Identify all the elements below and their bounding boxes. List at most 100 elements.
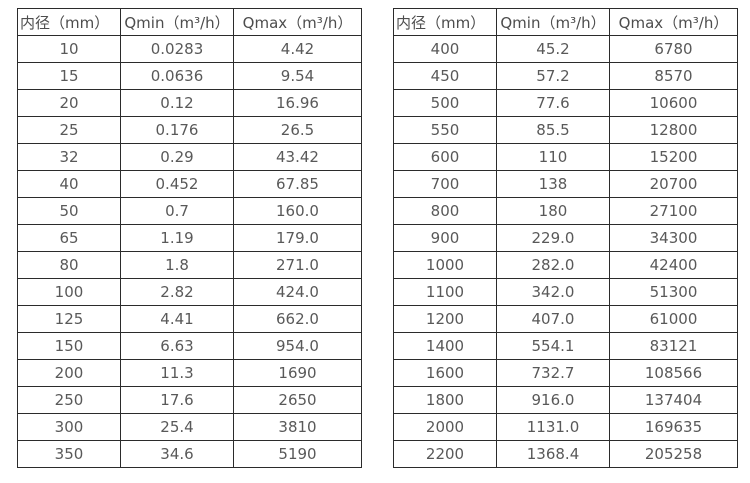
table-cell: 51300 [609, 278, 738, 306]
table-row: 600 110 15200 [393, 143, 738, 171]
table-cell: 0.7 [120, 197, 234, 225]
table-cell: 11.3 [120, 359, 234, 387]
table-row: 125 4.41 662.0 [17, 305, 362, 333]
table-cell: 15200 [609, 143, 738, 171]
table-row: 25 0.176 26.5 [17, 116, 362, 144]
table-cell: 9.54 [233, 62, 362, 90]
table-cell: 1368.4 [496, 440, 610, 468]
table-cell: 169635 [609, 413, 738, 441]
table-cell: 0.452 [120, 170, 234, 198]
table-cell: 100 [17, 278, 121, 306]
table-cell: 0.12 [120, 89, 234, 117]
table-cell: 350 [17, 440, 121, 468]
table-cell: 137404 [609, 386, 738, 414]
table-cell: 900 [393, 224, 497, 252]
table-cell: 42400 [609, 251, 738, 279]
table-row: 1000 282.0 42400 [393, 251, 738, 279]
table-cell: 732.7 [496, 359, 610, 387]
table-cell: 80 [17, 251, 121, 279]
table-cell: 1.19 [120, 224, 234, 252]
table-row: 2200 1368.4 205258 [393, 440, 738, 468]
table-row: 200 11.3 1690 [17, 359, 362, 387]
header-row: 内径（mm） Qmin（m³/h） Qmax（m³/h） [17, 8, 362, 36]
table-row: 1800 916.0 137404 [393, 386, 738, 414]
table-cell: 229.0 [496, 224, 610, 252]
table-cell: 57.2 [496, 62, 610, 90]
table-cell: 450 [393, 62, 497, 90]
table-header: 内径（mm） Qmin（m³/h） Qmax（m³/h） [17, 8, 362, 36]
table-cell: 662.0 [233, 305, 362, 333]
flow-rate-table-left: 内径（mm） Qmin（m³/h） Qmax（m³/h） 10 0.0283 4.42 1… [17, 8, 362, 468]
table-cell: 205258 [609, 440, 738, 468]
table-cell: 110 [496, 143, 610, 171]
table-cell: 2650 [233, 386, 362, 414]
table-cell: 180 [496, 197, 610, 225]
table-cell: 1690 [233, 359, 362, 387]
table-cell: 400 [393, 35, 497, 63]
table-row: 250 17.6 2650 [17, 386, 362, 414]
table-cell: 5190 [233, 440, 362, 468]
header-cell: 内径（mm） [17, 8, 121, 36]
table-cell: 600 [393, 143, 497, 171]
header-cell: Qmax（m³/h） [609, 8, 738, 36]
table-cell: 61000 [609, 305, 738, 333]
table-body: 400 45.2 6780 450 57.2 8570 500 77.6 10600 550 85.… [393, 35, 738, 468]
table-row: 800 180 27100 [393, 197, 738, 225]
table-cell: 1200 [393, 305, 497, 333]
table-cell: 342.0 [496, 278, 610, 306]
table-cell: 0.0636 [120, 62, 234, 90]
table-cell: 34.6 [120, 440, 234, 468]
table-row: 1400 554.1 83121 [393, 332, 738, 360]
table-row: 20 0.12 16.96 [17, 89, 362, 117]
table-cell: 65 [17, 224, 121, 252]
table-cell: 282.0 [496, 251, 610, 279]
table-row: 80 1.8 271.0 [17, 251, 362, 279]
table-cell: 20700 [609, 170, 738, 198]
table-cell: 2000 [393, 413, 497, 441]
table-cell: 108566 [609, 359, 738, 387]
table-cell: 250 [17, 386, 121, 414]
table-cell: 83121 [609, 332, 738, 360]
table-cell: 3810 [233, 413, 362, 441]
table-cell: 1131.0 [496, 413, 610, 441]
header-cell: 内径（mm） [393, 8, 497, 36]
table-cell: 2200 [393, 440, 497, 468]
table-cell: 1400 [393, 332, 497, 360]
table-cell: 800 [393, 197, 497, 225]
table-cell: 160.0 [233, 197, 362, 225]
table-row: 50 0.7 160.0 [17, 197, 362, 225]
header-cell: Qmin（m³/h） [496, 8, 610, 36]
table-cell: 6.63 [120, 332, 234, 360]
table-row: 32 0.29 43.42 [17, 143, 362, 171]
table-row: 500 77.6 10600 [393, 89, 738, 117]
table-cell: 424.0 [233, 278, 362, 306]
table-cell: 8570 [609, 62, 738, 90]
table-cell: 150 [17, 332, 121, 360]
table-cell: 67.85 [233, 170, 362, 198]
table-cell: 12800 [609, 116, 738, 144]
table-cell: 0.176 [120, 116, 234, 144]
table-cell: 17.6 [120, 386, 234, 414]
table-row: 1100 342.0 51300 [393, 278, 738, 306]
table-cell: 1600 [393, 359, 497, 387]
table-cell: 300 [17, 413, 121, 441]
table-cell: 138 [496, 170, 610, 198]
table-body: 10 0.0283 4.42 15 0.0636 9.54 20 0.12 16.96 25 0.1… [17, 35, 362, 468]
table-cell: 26.5 [233, 116, 362, 144]
table-cell: 27100 [609, 197, 738, 225]
table-row: 1600 732.7 108566 [393, 359, 738, 387]
table-row: 65 1.19 179.0 [17, 224, 362, 252]
table-cell: 20 [17, 89, 121, 117]
table-cell: 25 [17, 116, 121, 144]
table-cell: 200 [17, 359, 121, 387]
table-cell: 271.0 [233, 251, 362, 279]
table-cell: 4.41 [120, 305, 234, 333]
table-row: 550 85.5 12800 [393, 116, 738, 144]
table-header: 内径（mm） Qmin（m³/h） Qmax（m³/h） [393, 8, 738, 36]
table-cell: 43.42 [233, 143, 362, 171]
table-cell: 179.0 [233, 224, 362, 252]
table-cell: 32 [17, 143, 121, 171]
table-cell: 77.6 [496, 89, 610, 117]
table-cell: 4.42 [233, 35, 362, 63]
table-cell: 954.0 [233, 332, 362, 360]
